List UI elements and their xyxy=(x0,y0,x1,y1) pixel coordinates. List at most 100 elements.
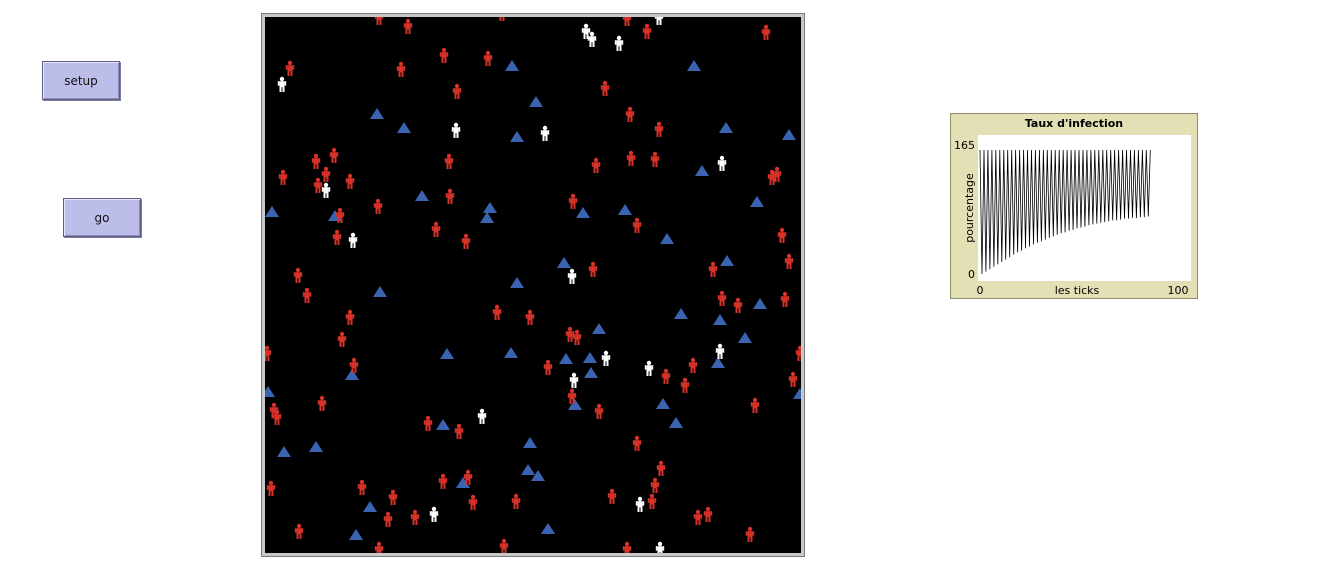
person-icon xyxy=(477,408,487,424)
person-icon xyxy=(499,17,505,21)
triangle-icon xyxy=(753,298,767,309)
person-icon xyxy=(396,61,406,77)
y-tick-label-max: 165 xyxy=(954,139,975,152)
person-icon xyxy=(572,329,582,345)
person-icon xyxy=(587,31,597,47)
person-icon xyxy=(600,80,610,96)
person-icon xyxy=(374,17,384,25)
person-icon xyxy=(313,177,323,193)
person-icon xyxy=(622,17,632,26)
person-icon xyxy=(302,287,312,303)
person-icon xyxy=(499,538,509,553)
x-axis-label: les ticks xyxy=(1055,284,1100,297)
person-icon xyxy=(567,388,577,404)
triangle-icon xyxy=(415,190,429,201)
triangle-icon xyxy=(713,314,727,325)
person-icon xyxy=(345,309,355,325)
person-icon xyxy=(332,229,342,245)
person-icon xyxy=(321,182,331,198)
triangle-icon xyxy=(349,529,363,540)
person-icon xyxy=(650,151,660,167)
person-icon xyxy=(337,331,347,347)
person-icon xyxy=(622,541,632,553)
person-icon xyxy=(594,403,604,419)
triangle-icon xyxy=(456,477,470,488)
triangle-icon xyxy=(370,108,384,119)
person-icon xyxy=(345,173,355,189)
person-icon xyxy=(761,24,771,40)
person-icon xyxy=(632,217,642,233)
triangle-icon xyxy=(345,369,359,380)
triangle-icon xyxy=(674,308,688,319)
world-view[interactable] xyxy=(261,13,805,557)
person-icon xyxy=(626,150,636,166)
person-icon xyxy=(715,343,725,359)
triangle-icon xyxy=(277,446,291,457)
triangle-icon xyxy=(505,60,519,71)
triangle-icon xyxy=(309,441,323,452)
person-icon xyxy=(717,290,727,306)
triangle-icon xyxy=(720,255,734,266)
triangle-icon xyxy=(576,207,590,218)
x-tick-label-min: 0 xyxy=(977,284,984,297)
person-icon xyxy=(525,309,535,325)
y-tick-label-min: 0 xyxy=(968,268,975,281)
person-icon xyxy=(656,460,666,476)
person-icon xyxy=(733,297,743,313)
person-icon xyxy=(423,415,433,431)
person-icon xyxy=(374,541,384,553)
person-icon xyxy=(647,493,657,509)
triangle-icon xyxy=(504,347,518,358)
triangle-icon xyxy=(397,122,411,133)
infection-plot: Taux d'infection 165 0 pourcentage 0 les… xyxy=(950,113,1198,299)
person-icon xyxy=(321,166,331,182)
person-icon xyxy=(745,526,755,542)
setup-button[interactable]: setup xyxy=(42,61,120,100)
triangle-icon xyxy=(510,277,524,288)
person-icon xyxy=(452,83,462,99)
person-icon xyxy=(335,207,345,223)
triangle-icon xyxy=(592,323,606,334)
person-icon xyxy=(650,477,660,493)
person-icon xyxy=(293,267,303,283)
person-icon xyxy=(454,423,464,439)
person-icon xyxy=(383,511,393,527)
person-icon xyxy=(567,268,577,284)
person-icon xyxy=(632,435,642,451)
person-icon xyxy=(680,377,690,393)
person-icon xyxy=(703,506,713,522)
person-icon xyxy=(581,23,591,39)
x-tick-label-max: 100 xyxy=(1168,284,1189,297)
go-button[interactable]: go xyxy=(63,198,141,237)
person-icon xyxy=(438,473,448,489)
person-icon xyxy=(588,261,598,277)
triangle-icon xyxy=(793,388,801,399)
person-icon xyxy=(540,125,550,141)
person-icon xyxy=(410,509,420,525)
triangle-icon xyxy=(711,357,725,368)
person-icon xyxy=(717,155,727,171)
person-icon xyxy=(461,233,471,249)
person-icon xyxy=(511,493,521,509)
triangle-icon xyxy=(568,399,582,410)
person-icon xyxy=(357,479,367,495)
triangle-icon xyxy=(363,501,377,512)
world-canvas[interactable] xyxy=(265,17,801,553)
person-icon xyxy=(688,357,698,373)
person-icon xyxy=(543,359,553,375)
person-icon xyxy=(565,326,575,342)
triangle-icon xyxy=(559,353,573,364)
person-icon xyxy=(614,35,624,51)
person-icon xyxy=(784,253,794,269)
person-icon xyxy=(795,345,801,361)
triangle-icon xyxy=(529,96,543,107)
person-icon xyxy=(329,147,339,163)
triangle-icon xyxy=(373,286,387,297)
person-icon xyxy=(654,121,664,137)
triangle-icon xyxy=(738,332,752,343)
person-icon xyxy=(388,489,398,505)
person-icon xyxy=(445,188,455,204)
triangle-icon xyxy=(656,398,670,409)
plot-title: Taux d'infection xyxy=(1024,117,1124,130)
triangle-icon xyxy=(660,233,674,244)
